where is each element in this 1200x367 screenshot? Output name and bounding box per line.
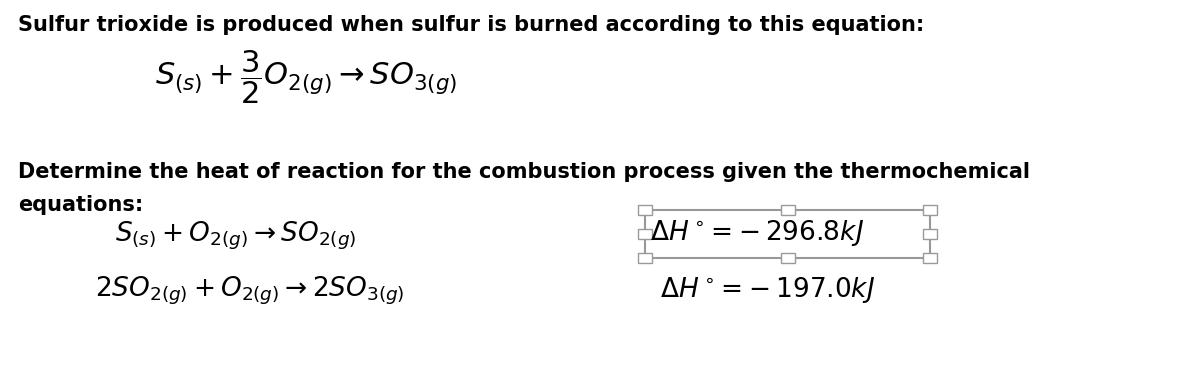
Bar [638, 229, 652, 239]
Bar [923, 229, 937, 239]
Text: $\Delta H^\circ\!=\!-296.8kJ$: $\Delta H^\circ\!=\!-296.8kJ$ [650, 218, 864, 248]
Text: $\Delta H^\circ\!=\!-197.0kJ$: $\Delta H^\circ\!=\!-197.0kJ$ [660, 275, 875, 305]
Text: $S_{(s)}+\dfrac{3}{2}O_{2(g)} \rightarrow SO_{3(g)}$: $S_{(s)}+\dfrac{3}{2}O_{2(g)} \rightarro… [155, 48, 457, 106]
Bar [923, 253, 937, 263]
Text: Sulfur trioxide is produced when sulfur is burned according to this equation:: Sulfur trioxide is produced when sulfur … [18, 15, 924, 35]
Text: $S_{(s)}+O_{2(g)} \rightarrow SO_{2(g)}$: $S_{(s)}+O_{2(g)} \rightarrow SO_{2(g)}$ [115, 220, 356, 252]
Bar [780, 253, 794, 263]
Text: equations:: equations: [18, 195, 143, 215]
Bar [780, 205, 794, 215]
Bar [646, 210, 930, 258]
Bar [923, 205, 937, 215]
Text: $2SO_{2(g)}+O_{2(g)} \rightarrow 2SO_{3(g)}$: $2SO_{2(g)}+O_{2(g)} \rightarrow 2SO_{3(… [95, 275, 404, 307]
Text: Determine the heat of reaction for the combustion process given the thermochemic: Determine the heat of reaction for the c… [18, 162, 1030, 182]
Bar [638, 205, 652, 215]
Bar [638, 253, 652, 263]
